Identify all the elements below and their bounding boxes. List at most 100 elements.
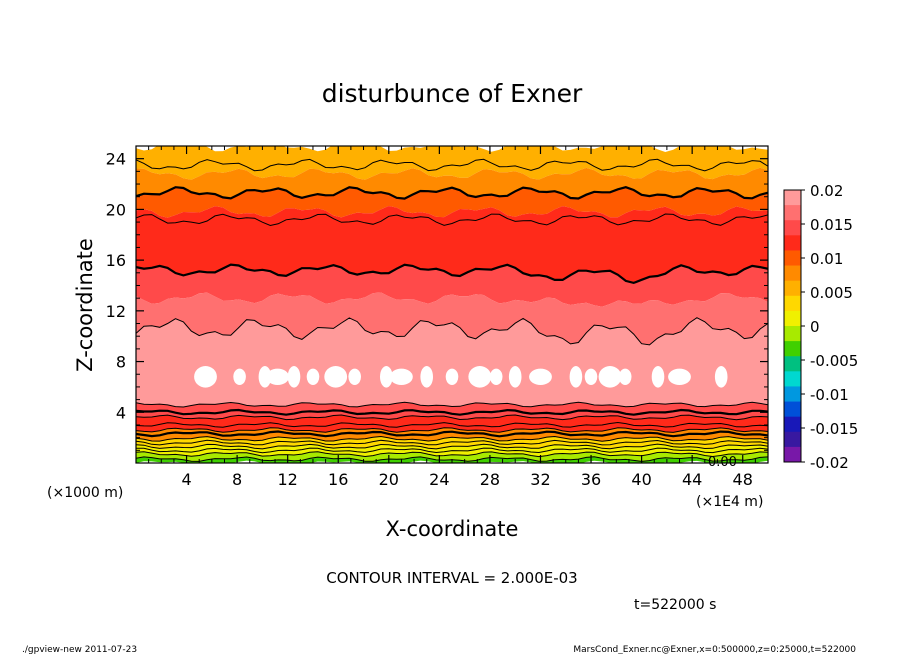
chart-title: disturbunce of Exner xyxy=(322,79,583,108)
colorbar-swatch xyxy=(784,265,801,282)
x-tick-label: 28 xyxy=(480,470,500,489)
colorbar-swatch xyxy=(784,190,801,206)
contour-label: 0.00 xyxy=(708,455,737,470)
time-label: t=522000 s xyxy=(634,597,716,613)
white-patch xyxy=(445,368,459,385)
colorbar-swatch xyxy=(784,446,801,463)
white-patch xyxy=(194,366,217,388)
colorbar-tick-label: -0.015 xyxy=(810,420,858,438)
x-unit-left: (×1000 m) xyxy=(47,485,123,501)
layer-band xyxy=(136,206,768,283)
layer-band xyxy=(136,264,768,307)
white-patch xyxy=(584,368,598,385)
y-tick-label: 24 xyxy=(106,150,126,169)
white-patch xyxy=(287,366,301,388)
white-patch xyxy=(258,366,272,388)
contour-line xyxy=(136,414,768,421)
colorbar-swatch xyxy=(784,386,801,402)
contour-line xyxy=(136,451,768,458)
white-patch xyxy=(569,366,583,388)
white-patch xyxy=(668,368,691,385)
x-tick-label: 20 xyxy=(379,470,399,489)
y-tick-label: 20 xyxy=(106,200,126,219)
white-patch xyxy=(598,366,622,388)
white-patch xyxy=(348,368,362,385)
contour-line xyxy=(136,408,768,416)
colorbar-tick-label: 0.01 xyxy=(810,250,843,268)
contour-line xyxy=(136,186,768,200)
y-axis-label: Z-coordinate xyxy=(73,238,97,372)
layer-band xyxy=(136,187,768,218)
white-patch xyxy=(714,366,728,388)
contour-line xyxy=(136,421,768,428)
colorbar-tick-label: -0.005 xyxy=(810,352,858,370)
contour-line xyxy=(136,430,768,438)
white-patch xyxy=(306,368,320,385)
x-tick-label: 48 xyxy=(733,470,753,489)
white-patch xyxy=(324,366,348,388)
contour-line xyxy=(136,435,768,442)
colorbar-swatch xyxy=(784,310,801,327)
x-tick-label: 12 xyxy=(278,470,298,489)
contour-line xyxy=(136,317,768,346)
y-tick-label: 16 xyxy=(106,251,126,270)
contour-line xyxy=(136,443,768,450)
layer-band xyxy=(136,146,768,180)
contour-line xyxy=(136,401,768,408)
x-tick-label: 4 xyxy=(181,470,191,489)
y-tick-label: 4 xyxy=(116,403,126,422)
contour-line xyxy=(136,427,768,433)
colorbar: 0.02 0.015 0.01 0.005 0 -0.005 -0.01 -0.015 -0.0… xyxy=(783,182,858,472)
layer-band xyxy=(136,451,768,462)
contour-line xyxy=(136,447,768,454)
colorbar-swatch xyxy=(784,280,801,297)
white-patch xyxy=(508,366,522,388)
colorbar-swatch xyxy=(784,295,801,312)
colorbar-tick-label: 0 xyxy=(810,318,820,336)
layer-band xyxy=(136,292,768,345)
colorbar-swatch xyxy=(784,416,801,433)
y-tick-label: 12 xyxy=(106,302,126,321)
colorbar-swatch xyxy=(784,235,801,251)
colorbar-swatch xyxy=(784,371,801,387)
white-patch xyxy=(233,368,246,385)
white-patch xyxy=(468,366,492,388)
colorbar-swatch xyxy=(784,220,801,236)
x-tick-label: 24 xyxy=(429,470,449,489)
y-axis: 4 8 12 16 20 24 xyxy=(106,150,768,451)
colorbar-swatch xyxy=(784,401,801,418)
x-tick-label: 44 xyxy=(682,470,702,489)
contour-interval: CONTOUR INTERVAL = 2.000E-03 xyxy=(326,569,577,587)
colorbar-swatch xyxy=(784,326,801,342)
colorbar-tick-label: 0.02 xyxy=(810,182,843,200)
x-axis: 4 8 12 16 20 24 28 32 36 40 44 48 xyxy=(148,146,756,489)
footer-left: ./gpview-new 2011-07-23 xyxy=(22,645,137,654)
x-tick-label: 8 xyxy=(232,470,242,489)
x-tick-label: 36 xyxy=(581,470,601,489)
white-patch xyxy=(420,366,434,388)
layer-band xyxy=(136,167,768,199)
plot-area xyxy=(136,146,768,463)
x-tick-label: 16 xyxy=(328,470,348,489)
y-tick-label: 8 xyxy=(116,353,126,372)
colorbar-tick-label: 0.015 xyxy=(810,216,853,234)
colorbar-swatch xyxy=(784,250,801,266)
colorbar-swatch xyxy=(784,341,801,357)
colorbar-tick-label: -0.01 xyxy=(810,386,849,404)
x-tick-label: 32 xyxy=(530,470,550,489)
white-patch xyxy=(390,368,413,385)
footer-right: MarsCond_Exner.nc@Exner,x=0:500000,z=0:2… xyxy=(573,645,856,654)
colorbar-tick-label: -0.02 xyxy=(810,454,849,472)
contour-line xyxy=(136,439,768,446)
colorbar-tick-label: 0.005 xyxy=(810,284,853,302)
x-tick-label: 40 xyxy=(631,470,651,489)
white-patches xyxy=(194,366,728,388)
white-patch xyxy=(651,366,665,388)
contour-line xyxy=(136,263,768,285)
x-unit-right: (×1E4 m) xyxy=(696,494,763,510)
white-patch xyxy=(489,368,503,385)
contour-line xyxy=(136,158,768,172)
x-axis-label: X-coordinate xyxy=(386,517,519,541)
colorbar-swatch xyxy=(784,431,801,448)
